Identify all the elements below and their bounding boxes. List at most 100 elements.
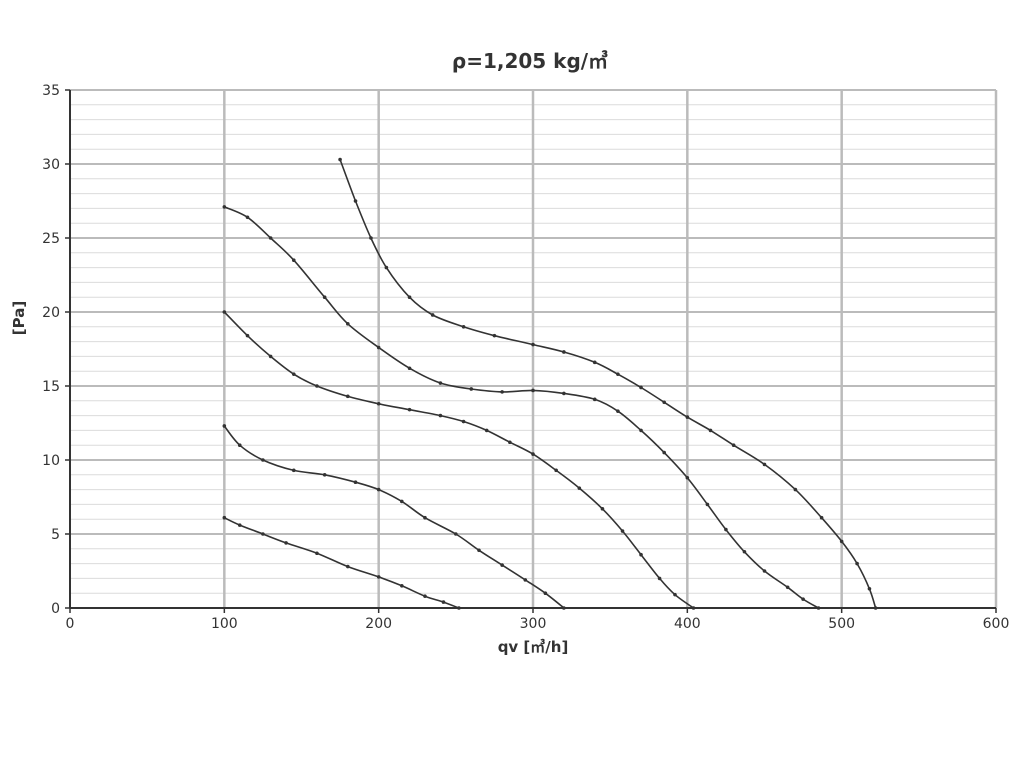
- data-point: [562, 391, 566, 396]
- data-point: [662, 400, 666, 405]
- data-point: [245, 333, 250, 338]
- data-point: [762, 569, 767, 573]
- data-point: [315, 384, 319, 388]
- data-point: [423, 594, 427, 598]
- data-point: [423, 515, 427, 520]
- data-point: [867, 586, 872, 591]
- x-tick-label: 400: [674, 616, 701, 632]
- y-axis-label: [Pa]: [10, 301, 28, 335]
- data-point: [268, 236, 273, 240]
- data-point: [657, 576, 662, 581]
- x-tick-label: 500: [828, 616, 855, 632]
- y-tick-label: 0: [51, 601, 60, 617]
- data-point: [592, 360, 597, 365]
- data-point: [454, 532, 458, 536]
- y-tick-label: 15: [42, 379, 60, 395]
- chart-title: ρ=1,205 kg/㎥: [452, 49, 608, 73]
- data-point: [461, 325, 466, 329]
- data-point: [785, 585, 790, 590]
- data-point: [346, 322, 350, 326]
- data-point: [731, 443, 736, 448]
- data-point: [261, 458, 265, 462]
- data-point: [554, 468, 558, 473]
- data-point: [268, 354, 273, 359]
- data-point: [369, 236, 373, 240]
- data-point: [508, 440, 512, 445]
- data-point: [523, 578, 528, 582]
- data-point: [793, 487, 798, 492]
- x-tick-label: 600: [983, 616, 1010, 632]
- series-line-5: [339, 159, 877, 609]
- data-point: [639, 428, 643, 433]
- y-tick-labels: 0 5 10 15 20 25 30 35: [42, 83, 60, 617]
- series-line-1: [223, 516, 460, 609]
- x-tick-label: 300: [520, 616, 547, 632]
- data-point: [531, 388, 535, 393]
- data-point: [284, 541, 288, 545]
- data-point: [400, 584, 404, 588]
- data-point: [291, 258, 296, 263]
- data-point: [873, 606, 878, 610]
- y-tick-label: 10: [42, 453, 60, 469]
- data-point: [376, 487, 381, 492]
- data-point: [620, 529, 625, 533]
- data-point: [222, 515, 227, 520]
- y-tick-label: 25: [42, 231, 60, 247]
- data-point: [457, 606, 461, 610]
- curve-series: [222, 157, 878, 610]
- data-point: [531, 452, 535, 456]
- data-point: [407, 295, 412, 300]
- data-point: [291, 372, 296, 376]
- x-tick-label: 200: [365, 616, 392, 632]
- data-point: [685, 415, 690, 419]
- data-point: [801, 597, 805, 601]
- series-line-2: [223, 425, 565, 609]
- data-point: [376, 345, 381, 350]
- data-point: [438, 381, 443, 385]
- data-point: [469, 387, 474, 391]
- data-point: [353, 199, 358, 203]
- data-point: [562, 606, 566, 610]
- data-point: [353, 480, 358, 485]
- data-point: [500, 390, 504, 394]
- data-point: [407, 366, 412, 371]
- data-point: [724, 527, 728, 532]
- data-point: [562, 350, 566, 354]
- data-point: [322, 295, 327, 300]
- x-axis-label: qv [㎥/h]: [498, 638, 569, 656]
- data-point: [855, 561, 859, 566]
- data-point: [245, 215, 250, 220]
- data-point: [376, 401, 381, 406]
- data-point: [592, 397, 597, 402]
- data-point: [662, 450, 666, 455]
- x-tick-label: 0: [66, 616, 75, 632]
- data-point: [400, 499, 404, 504]
- data-point: [762, 462, 767, 467]
- data-point: [407, 407, 412, 412]
- data-point: [600, 507, 605, 511]
- data-point: [477, 548, 481, 553]
- data-point: [237, 523, 242, 527]
- data-point: [639, 552, 643, 557]
- data-point: [616, 409, 620, 413]
- data-point: [691, 606, 696, 610]
- data-point: [438, 413, 443, 418]
- x-tick-label: 100: [211, 616, 238, 632]
- data-point: [500, 563, 504, 567]
- data-point: [543, 591, 548, 595]
- data-point: [685, 475, 690, 480]
- data-point: [430, 313, 435, 317]
- data-point: [261, 532, 265, 536]
- data-point: [816, 606, 821, 610]
- y-tick-label: 30: [42, 157, 60, 173]
- data-point: [376, 575, 381, 579]
- data-point: [222, 310, 227, 314]
- series-line-4: [223, 206, 819, 609]
- data-point: [531, 342, 535, 347]
- data-point: [384, 265, 389, 270]
- y-tick-label: 5: [51, 527, 60, 543]
- data-point: [639, 385, 643, 390]
- data-point: [338, 157, 342, 162]
- data-point: [222, 205, 227, 209]
